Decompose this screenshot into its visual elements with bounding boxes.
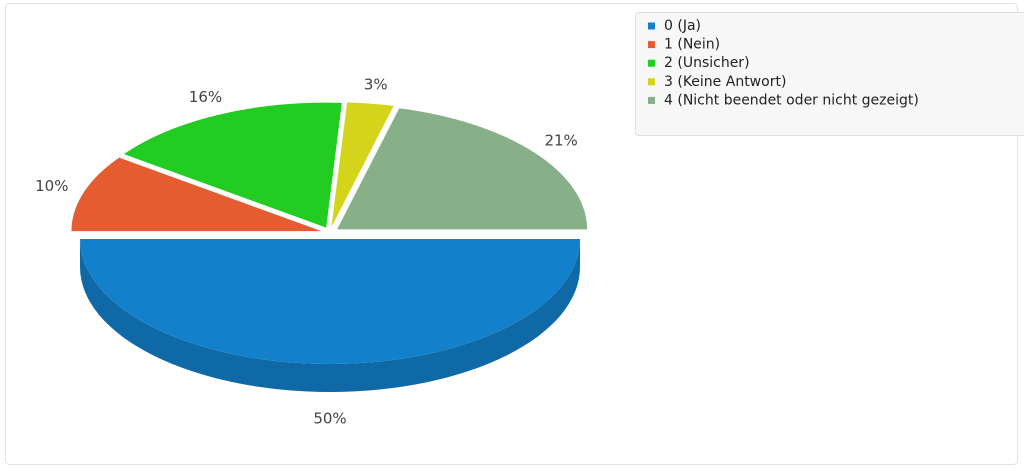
legend-swatch <box>648 96 655 104</box>
legend-swatch <box>648 22 655 30</box>
slice <box>71 157 322 232</box>
legend-label: 0 (Ja) <box>664 18 701 34</box>
slice <box>80 239 580 364</box>
legend-label: 4 (Nicht beendet oder nicht gezeigt) <box>664 92 919 108</box>
slice <box>337 108 588 230</box>
value-label: 50% <box>313 410 346 428</box>
value-label: 21% <box>544 132 577 150</box>
slice <box>123 102 342 228</box>
legend-swatch <box>648 41 655 49</box>
legend-label: 1 (Nein) <box>664 37 720 53</box>
legend-label: 3 (Keine Antwort) <box>664 74 786 90</box>
legend-swatch <box>648 59 655 67</box>
value-label: 3% <box>364 75 388 93</box>
legend-box <box>635 12 1024 136</box>
slice <box>331 102 394 228</box>
legend: 0 (Ja) 1 (Nein) 2 (Unsicher) 3 (Keine Antwo… <box>648 18 919 108</box>
legend-label: 2 (Unsicher) <box>664 55 750 71</box>
pie: 50% 10% 16% 3% 21% <box>35 75 588 428</box>
value-label: 16% <box>189 88 222 106</box>
legend-swatch <box>648 78 655 86</box>
value-label: 10% <box>35 177 68 195</box>
slice-side <box>80 239 580 392</box>
